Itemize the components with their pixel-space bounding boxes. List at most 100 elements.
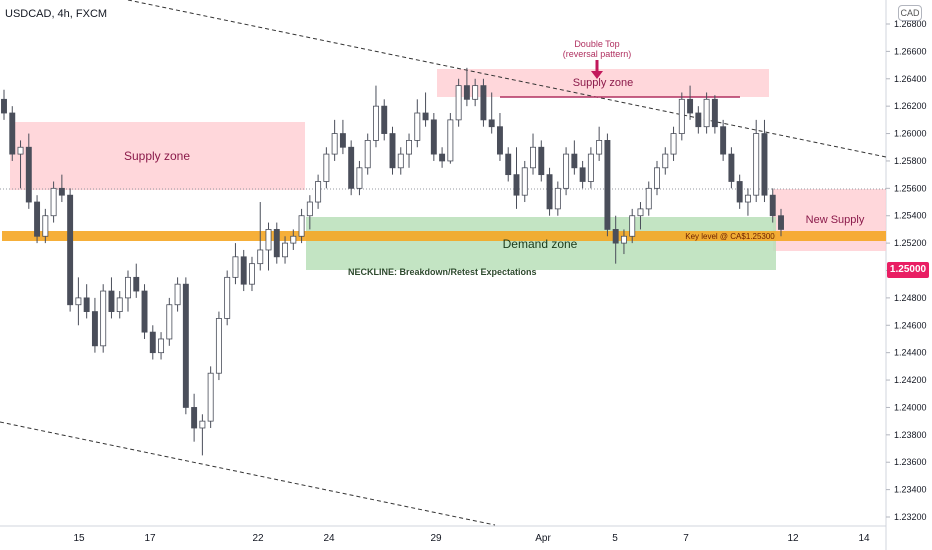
candle[interactable] (91, 297, 98, 353)
candle[interactable] (373, 85, 379, 148)
candle[interactable] (331, 119, 338, 161)
candle[interactable] (736, 174, 743, 209)
candle[interactable] (488, 92, 495, 134)
candle[interactable] (67, 188, 74, 312)
candle[interactable] (761, 119, 768, 203)
candle[interactable] (695, 106, 702, 134)
candle[interactable] (381, 99, 388, 141)
candle[interactable] (125, 270, 131, 312)
candle[interactable] (563, 147, 570, 196)
candle[interactable] (711, 95, 718, 134)
candle[interactable] (273, 222, 280, 264)
candle[interactable] (50, 181, 57, 223)
demand-zone[interactable] (306, 217, 776, 270)
candle[interactable] (637, 202, 644, 230)
candle[interactable] (687, 85, 694, 120)
candle[interactable] (182, 277, 189, 415)
candle[interactable] (753, 119, 760, 203)
candle[interactable] (191, 393, 198, 442)
candle[interactable] (323, 147, 330, 189)
candle[interactable] (612, 215, 619, 264)
candle[interactable] (298, 208, 305, 244)
candle[interactable] (232, 243, 239, 285)
candle[interactable] (42, 208, 49, 244)
candle[interactable] (17, 140, 24, 189)
lower-trendline[interactable] (0, 421, 496, 526)
supply-zone-left[interactable] (10, 122, 305, 190)
candle[interactable] (670, 126, 677, 161)
candle[interactable] (34, 195, 41, 244)
candle[interactable] (100, 284, 107, 353)
candle[interactable] (530, 133, 536, 175)
candle[interactable] (75, 277, 82, 326)
candle[interactable] (538, 140, 545, 182)
upper-trendline[interactable] (127, 0, 887, 158)
candle[interactable] (645, 181, 652, 216)
candle[interactable] (25, 133, 32, 209)
candle[interactable] (290, 229, 297, 250)
candle[interactable] (703, 92, 710, 134)
candle[interactable] (629, 208, 636, 244)
candle[interactable] (662, 147, 669, 175)
candle[interactable] (397, 147, 404, 175)
candle[interactable] (1, 89, 7, 120)
candle[interactable] (579, 160, 586, 189)
candle[interactable] (654, 160, 660, 196)
candle[interactable] (149, 325, 156, 360)
candle[interactable] (116, 291, 123, 319)
currency-button[interactable]: CAD (898, 5, 922, 21)
candle[interactable] (546, 167, 553, 216)
candle[interactable] (389, 126, 396, 175)
candle[interactable] (720, 119, 727, 161)
candle[interactable] (174, 277, 181, 312)
candle[interactable] (315, 174, 322, 209)
candle[interactable] (439, 147, 446, 168)
candle[interactable] (257, 202, 264, 271)
candle[interactable] (141, 284, 148, 339)
candle[interactable] (554, 181, 561, 216)
candle[interactable] (108, 277, 115, 319)
candle[interactable] (348, 140, 355, 196)
candle[interactable] (133, 263, 140, 298)
candle[interactable] (521, 160, 528, 203)
candle[interactable] (778, 208, 784, 237)
candle[interactable] (166, 297, 173, 346)
candle[interactable] (240, 249, 247, 292)
candle[interactable] (364, 133, 371, 175)
candle[interactable] (207, 366, 214, 428)
candle[interactable] (422, 92, 429, 127)
candle[interactable] (769, 188, 776, 223)
candle[interactable] (282, 236, 289, 264)
candle[interactable] (728, 147, 735, 189)
candle[interactable] (83, 284, 90, 319)
candle[interactable] (224, 270, 231, 326)
candle[interactable] (414, 99, 421, 148)
candle[interactable] (620, 229, 627, 255)
symbol-label[interactable]: USDCAD, 4h, FXCM (5, 8, 108, 20)
candle[interactable] (9, 106, 16, 161)
candle[interactable] (455, 78, 462, 127)
candle[interactable] (571, 140, 578, 175)
candle[interactable] (505, 147, 512, 182)
candle[interactable] (463, 67, 470, 107)
candle[interactable] (604, 133, 611, 237)
candle[interactable] (215, 311, 222, 381)
candle[interactable] (265, 222, 272, 271)
candle[interactable] (480, 78, 487, 127)
key-level-band[interactable] (2, 231, 886, 241)
candle[interactable] (58, 174, 65, 203)
candle[interactable] (472, 78, 479, 107)
candle[interactable] (447, 113, 454, 164)
candle[interactable] (496, 113, 503, 161)
candle[interactable] (249, 256, 255, 292)
supply-zone-top[interactable] (437, 69, 769, 97)
candle[interactable] (306, 195, 313, 230)
candle[interactable] (596, 126, 603, 161)
candle[interactable] (339, 119, 346, 155)
candle[interactable] (430, 113, 437, 161)
candle[interactable] (513, 147, 520, 209)
candle[interactable] (356, 160, 363, 196)
candle[interactable] (744, 188, 751, 216)
candle[interactable] (158, 332, 165, 360)
